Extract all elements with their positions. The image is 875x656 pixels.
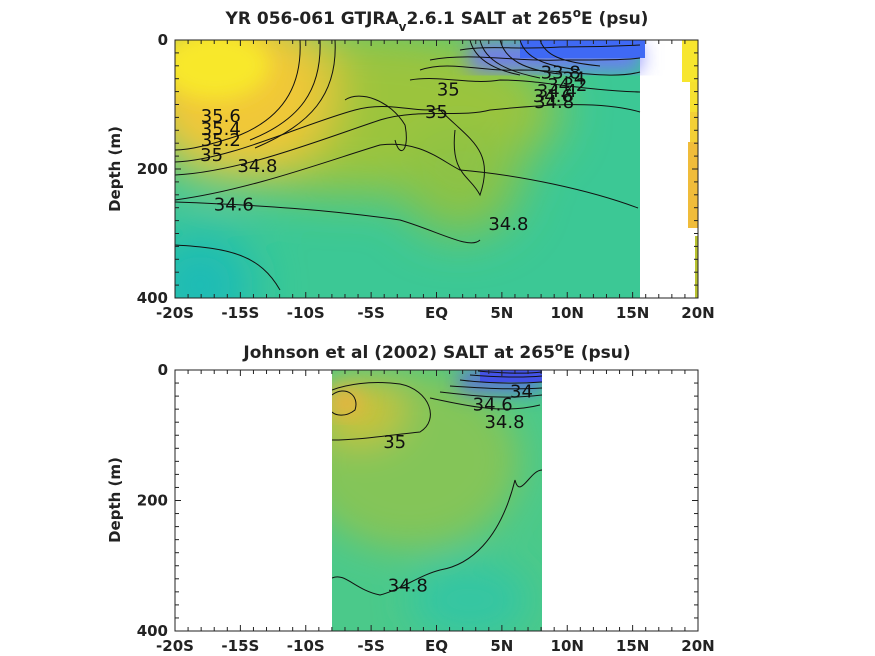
x-tick-label: -15S [221,637,259,655]
contour-label: 34 [510,382,533,403]
x-tick-label: -10S [287,637,325,655]
panel-2-ylabel: Depth (m) [106,457,124,543]
contour-label: 35.6 [201,106,241,127]
x-tick-label: -5S [357,304,384,322]
x-tick-label: 20N [681,304,714,322]
contour-label: 34.8 [534,92,574,113]
x-tick-label: -20S [156,304,194,322]
contour-label: 35 [437,80,460,101]
contour-label: 34.8 [488,214,528,235]
x-tick-label: -15S [221,304,259,322]
x-tick-label: -5S [357,637,384,655]
contour-label: 35 [200,145,223,166]
y-tick-label: 200 [137,160,168,178]
x-tick-label: 15N [616,304,649,322]
panel-2-title: Johnson et al (2002) SALT at 265oE (psu) [242,340,630,363]
x-tick-label: 10N [551,304,584,322]
x-tick-label: 5N [490,637,513,655]
x-tick-label: 10N [551,637,584,655]
contour-label: 34.4 [537,81,577,102]
panel-1: YR 056-061 GTJRAv2.6.1 SALT at 265oE (ps… [106,6,715,322]
y-tick-label: 400 [137,622,168,640]
contour-label: 34.8 [388,575,428,596]
y-tick-label: 400 [137,289,168,307]
contour-label: 35.2 [201,130,241,151]
y-tick-label: 200 [137,492,168,510]
y-tick-label: 0 [158,31,168,49]
x-tick-label: 20N [681,637,714,655]
y-tick-label: 0 [158,361,168,379]
contour-label: 34.6 [214,194,254,215]
contour-label: 34.6 [533,86,573,107]
x-tick-label: -20S [156,637,194,655]
contour-label: 35 [425,102,448,123]
panel-1-ticks: -20S -15S -10S -5S EQ 5N 10N 15N 20N 0 200 400 [137,31,715,322]
contour-label: 34.8 [484,412,524,433]
contour-label: 35.4 [201,119,241,140]
x-tick-label: -10S [287,304,325,322]
contour-label: 34.8 [237,156,277,177]
panel-2: Johnson et al (2002) SALT at 265oE (psu) [106,340,715,655]
contour-label: 34.2 [547,75,587,96]
contour-label: 35 [383,432,406,453]
panel-1-title: YR 056-061 GTJRAv2.6.1 SALT at 265oE (ps… [225,6,649,34]
x-tick-label: EQ [425,637,448,655]
contour-label: 34 [562,69,585,90]
contour-label: 34.6 [473,395,513,416]
x-tick-label: 5N [490,304,513,322]
panel-1-ylabel: Depth (m) [106,126,124,212]
x-tick-label: 15N [616,637,649,655]
panel-1-colorfield: 35.635.435.23534.834.6353534.833.83434.2… [175,40,698,298]
panel-2-ticks: -20S -15S -10S -5S EQ 5N 10N 15N 20N 0 200 400 [137,361,715,655]
contour-label: 33.8 [541,62,581,83]
x-tick-label: EQ [425,304,448,322]
